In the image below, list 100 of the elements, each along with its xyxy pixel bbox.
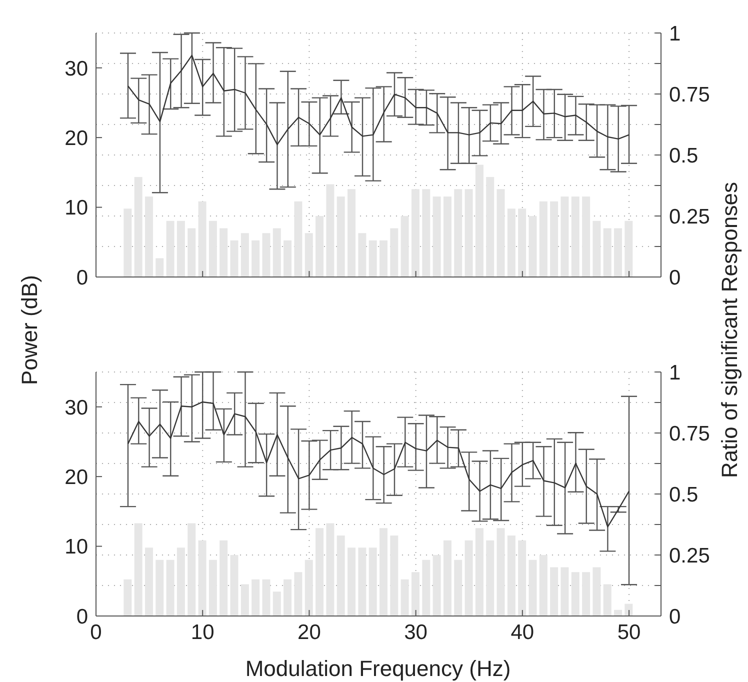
bar: [124, 579, 132, 616]
y2-tick-label: 0.5: [669, 144, 698, 168]
bar: [411, 189, 420, 277]
y2-tick-label: 1: [669, 361, 681, 384]
bar: [368, 240, 377, 277]
bar: [156, 258, 164, 277]
bar: [571, 572, 580, 616]
bar: [550, 567, 558, 616]
bar: [240, 233, 249, 277]
y2-tick-label: 1: [669, 22, 681, 46]
bar: [208, 220, 217, 277]
y-tick-label: 10: [64, 536, 88, 559]
y2-tick-label: 0.25: [669, 205, 710, 228]
bar: [220, 228, 228, 277]
y-axis-title: Power (dB): [17, 274, 43, 386]
y-tick-label: 0: [76, 605, 88, 628]
bar: [560, 567, 569, 616]
bar: [528, 560, 537, 616]
x-tick-label: 10: [190, 620, 214, 644]
bar: [582, 196, 590, 277]
bar: [464, 540, 473, 616]
bar: [262, 233, 270, 277]
x-tick-label: 50: [617, 620, 641, 644]
y-tick-label: 30: [64, 396, 88, 420]
bar: [230, 240, 238, 277]
bar: [358, 548, 366, 616]
bar: [380, 240, 388, 277]
bar: [432, 555, 441, 616]
y-tick-label: 30: [64, 57, 88, 80]
bar: [496, 189, 505, 277]
bar: [454, 560, 462, 616]
bar: [539, 201, 548, 277]
y2-tick-label: 0: [669, 605, 681, 628]
bar: [326, 184, 334, 277]
bar: [252, 240, 260, 277]
bar: [294, 572, 302, 616]
bar: [571, 196, 580, 277]
bar: [294, 201, 302, 277]
bar: [348, 189, 356, 277]
bar: [252, 579, 260, 616]
bar: [411, 572, 420, 616]
bar: [390, 535, 398, 616]
bar: [176, 548, 185, 616]
bar: [272, 592, 281, 616]
bar: [496, 528, 505, 616]
bar: [464, 189, 473, 277]
bar: [240, 584, 249, 616]
bar: [507, 535, 516, 616]
y-tick-label: 20: [64, 466, 88, 490]
bar: [603, 228, 612, 277]
y-tick-label: 10: [64, 196, 88, 220]
x-axis-title: Modulation Frequency (Hz): [245, 656, 511, 682]
bar: [316, 216, 324, 277]
bar: [230, 555, 238, 616]
line-series: [127, 54, 630, 146]
x-tick-label: 40: [510, 620, 534, 644]
bar: [614, 610, 622, 616]
bar: [220, 540, 228, 616]
bar: [156, 560, 164, 616]
bar: [507, 208, 516, 277]
bar: [400, 579, 409, 616]
bar: [560, 196, 569, 277]
y2-tick-label: 0: [669, 266, 681, 290]
bar: [422, 560, 430, 616]
bar: [400, 216, 409, 277]
bar: [624, 220, 633, 277]
bar: [358, 233, 366, 277]
bar: [582, 572, 590, 616]
bar: [144, 196, 153, 277]
bar: [454, 189, 462, 277]
bar: [390, 228, 398, 277]
line-series: [127, 401, 630, 528]
bar: [539, 555, 548, 616]
bar: [603, 584, 612, 616]
bar: [475, 164, 484, 277]
bar: [614, 228, 622, 277]
y2-tick-label: 0.75: [669, 422, 710, 446]
bar: [518, 540, 526, 616]
bar: [144, 548, 153, 616]
bar: [176, 220, 185, 277]
bar: [443, 196, 452, 277]
bar: [134, 523, 142, 616]
bar: [198, 540, 206, 616]
bar: [304, 560, 313, 616]
y2-tick-label: 0.5: [669, 483, 698, 506]
x-tick-label: 30: [404, 620, 428, 644]
bar: [124, 208, 132, 277]
bar: [272, 228, 281, 277]
bar: [518, 208, 526, 277]
bar: [326, 523, 334, 616]
bar: [188, 523, 196, 616]
bar: [208, 560, 217, 616]
bar: [422, 189, 430, 277]
bar: [166, 220, 174, 277]
bar: [432, 196, 441, 277]
y2-tick-label: 0.25: [669, 544, 710, 568]
bar: [368, 548, 377, 616]
bar: [592, 567, 601, 616]
y2-axis-title: Ratio of significant Responses: [717, 182, 743, 478]
bar: [134, 176, 142, 277]
